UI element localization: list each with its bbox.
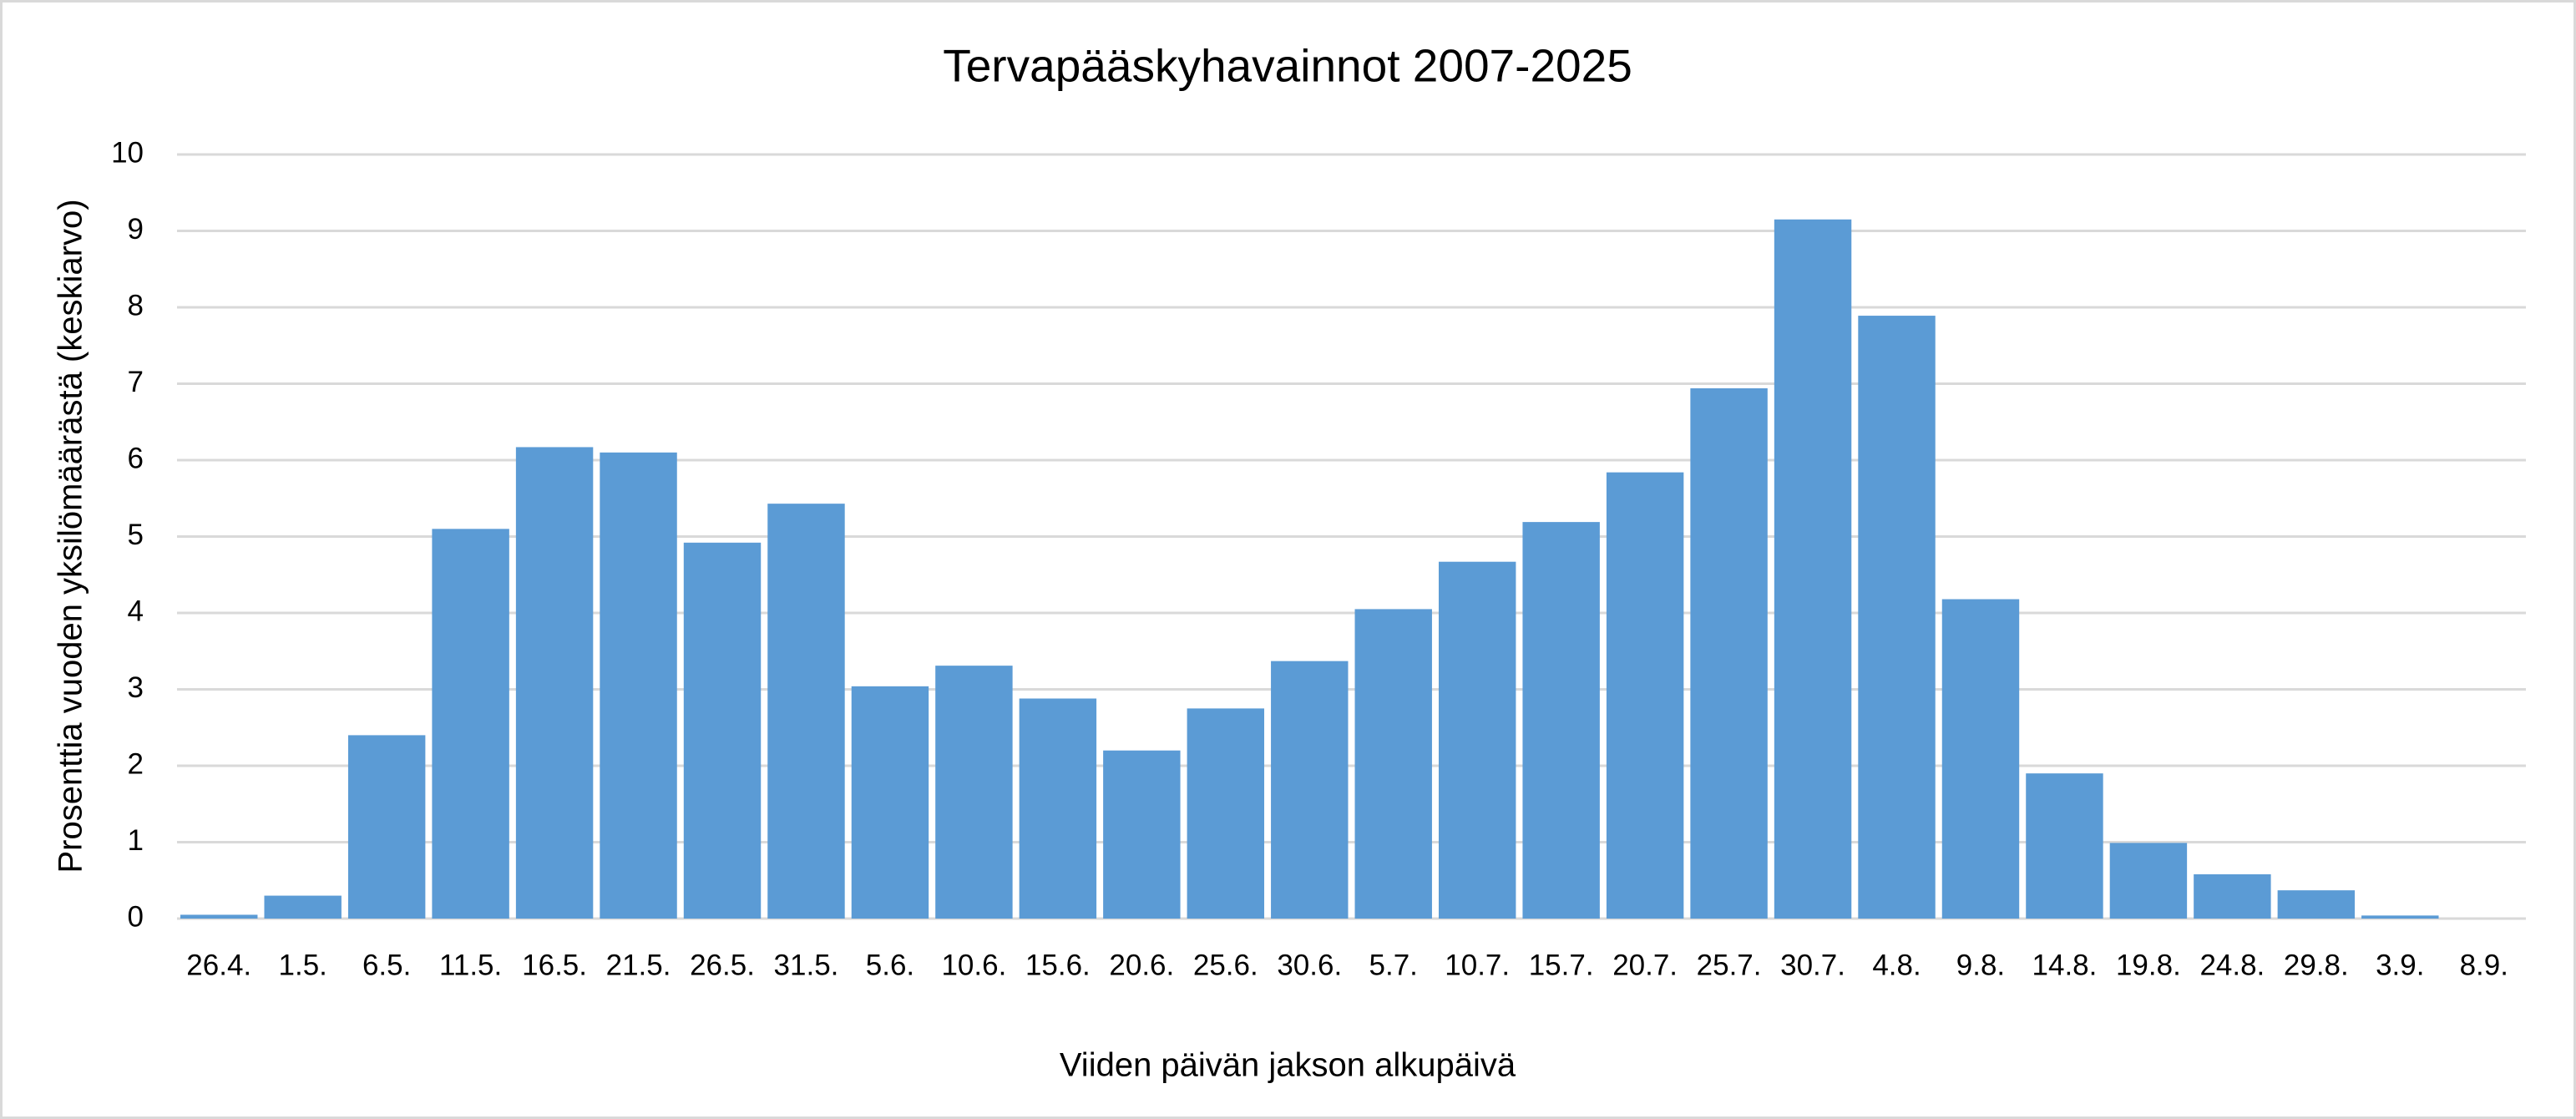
bar: [1271, 661, 1349, 919]
bar: [1438, 561, 1516, 919]
bar: [767, 504, 845, 919]
bar: [180, 914, 258, 919]
y-tick-label: 5: [128, 519, 144, 551]
x-tick-label: 10.6.: [941, 949, 1006, 981]
chart-title: Tervapääskyhavainnot 2007-2025: [943, 40, 1632, 92]
x-tick-label: 29.8.: [2284, 949, 2349, 981]
x-tick-label: 24.8.: [2199, 949, 2265, 981]
bar: [1941, 599, 2020, 919]
y-tick-label: 3: [128, 671, 144, 704]
x-tick-label: 5.7.: [1369, 949, 1418, 981]
x-tick-label: 15.7.: [1529, 949, 1594, 981]
x-tick-label: 5.6.: [866, 949, 914, 981]
y-tick-label: 4: [128, 595, 144, 627]
x-tick-label: 31.5.: [774, 949, 839, 981]
bar: [1354, 609, 1432, 919]
x-tick-label: 26.4.: [186, 949, 251, 981]
x-tick-label: 26.5.: [690, 949, 755, 981]
bar: [683, 542, 762, 919]
y-tick-label: 0: [128, 900, 144, 933]
bar: [600, 452, 677, 919]
bar: [1606, 472, 1684, 919]
bar: [1522, 522, 1600, 919]
y-tick-label: 6: [128, 442, 144, 474]
bar: [515, 447, 594, 919]
bar: [935, 666, 1013, 919]
bar: [1858, 316, 1936, 919]
x-tick-label: 11.5.: [439, 949, 502, 981]
y-axis-title: Prosenttia vuoden yksilömäärästä (keskia…: [53, 199, 89, 873]
bar: [1019, 698, 1097, 919]
y-tick-label: 9: [128, 213, 144, 246]
y-tick-label: 8: [128, 289, 144, 322]
x-tick-label: 20.6.: [1109, 949, 1174, 981]
bar: [1690, 387, 1768, 919]
y-tick-label: 2: [128, 747, 144, 780]
bar: [2277, 890, 2356, 919]
x-tick-label: 4.8.: [1872, 949, 1921, 981]
x-tick-label: 25.7.: [1697, 949, 1762, 981]
bar: [347, 735, 426, 919]
bar: [851, 686, 929, 919]
x-tick-label: 9.8.: [1956, 949, 2005, 981]
y-tick-label: 10: [111, 136, 144, 169]
x-tick-label: 16.5.: [522, 949, 587, 981]
x-tick-label: 15.6.: [1025, 949, 1091, 981]
bar: [2194, 873, 2271, 919]
bar: [1187, 708, 1265, 919]
y-tick-label: 7: [128, 366, 144, 398]
x-tick-label: 10.7.: [1445, 949, 1510, 981]
x-tick-label: 8.9.: [2460, 949, 2508, 981]
bar: [2109, 843, 2188, 919]
bar: [1774, 219, 1852, 919]
bar: [432, 529, 509, 919]
x-tick-label: 1.5.: [279, 949, 327, 981]
x-tick-label: 6.5.: [362, 949, 411, 981]
x-tick-label: 21.5.: [606, 949, 671, 981]
x-axis-title: Viiden päivän jakson alkupäivä: [1060, 1047, 1516, 1084]
x-tick-label: 3.9.: [2376, 949, 2424, 981]
x-tick-label: 20.7.: [1612, 949, 1678, 981]
bar: [2361, 915, 2439, 919]
y-tick-label: 1: [128, 824, 144, 857]
bar: [2026, 773, 2103, 919]
x-tick-label: 19.8.: [2116, 949, 2181, 981]
bar: [1103, 750, 1181, 919]
bar: [264, 895, 342, 919]
x-tick-label: 30.6.: [1277, 949, 1342, 981]
x-tick-label: 25.6.: [1193, 949, 1258, 981]
x-tick-label: 14.8.: [2032, 949, 2098, 981]
x-tick-label: 30.7.: [1780, 949, 1845, 981]
